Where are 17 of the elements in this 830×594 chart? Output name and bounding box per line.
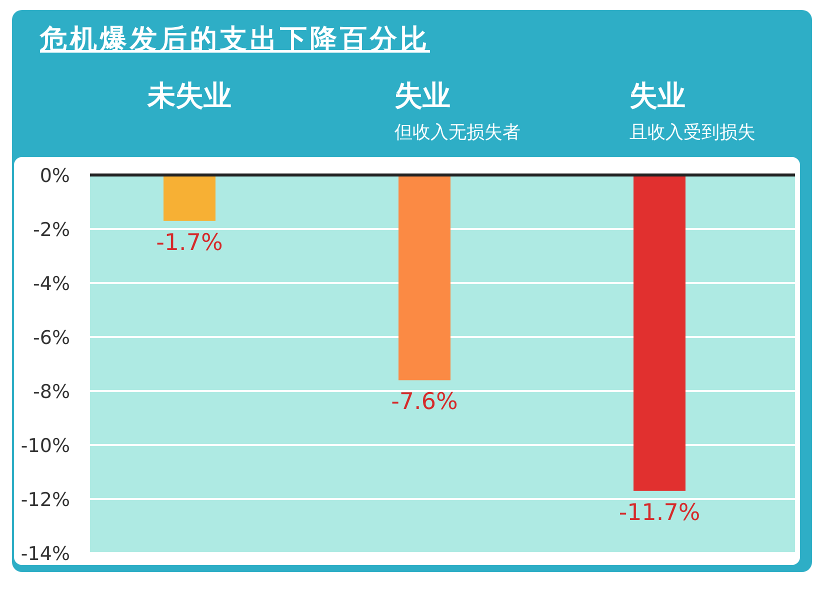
x-tick-label: 未失业 <box>146 79 232 112</box>
y-tick-label: -2% <box>33 219 70 241</box>
text: 但收入无损失者 <box>394 122 520 143</box>
y-tick-label: -14% <box>20 543 70 565</box>
data-label: -11.7% <box>618 500 700 526</box>
x-tick-label: 失业 <box>394 79 450 112</box>
y-tick-label: -12% <box>20 489 70 511</box>
y-tick-label: -4% <box>33 273 70 295</box>
chart-title: 危机爆发后的支出下降百分比 <box>39 24 430 55</box>
y-tick-label: 0% <box>40 165 70 187</box>
y-tick-label: -8% <box>33 381 70 403</box>
data-label: -1.7% <box>156 230 223 256</box>
x-tick-label: 失业 <box>630 79 686 112</box>
text: 且收入受到损失 <box>630 122 756 143</box>
y-tick-label: -6% <box>33 327 70 349</box>
data-label: -7.6% <box>391 389 458 416</box>
y-tick-label: -10% <box>20 435 70 457</box>
